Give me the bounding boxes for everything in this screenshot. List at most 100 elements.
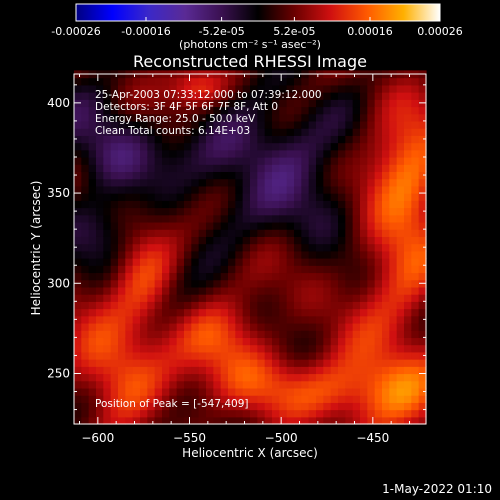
heatmap-cell (206, 250, 214, 259)
heatmap-cell (367, 164, 376, 173)
heatmap-cell (279, 243, 288, 252)
heatmap-cell (360, 279, 368, 288)
annotation-clean-counts: Clean Total counts: 6.14E+03 (95, 125, 251, 137)
heatmap-cell (162, 156, 170, 165)
heatmap-cell (308, 279, 317, 288)
heatmap-cell (169, 92, 178, 100)
heatmap-cell (110, 279, 119, 288)
heatmap-cell (198, 366, 207, 375)
heatmap-cell (220, 236, 229, 245)
heatmap-cell (88, 92, 97, 100)
heatmap-cell (279, 395, 288, 403)
heatmap-cell (184, 149, 192, 158)
heatmap-cell (345, 200, 354, 209)
heatmap-cell (404, 337, 412, 346)
heatmap-cell (330, 92, 339, 100)
heatmap-cell (411, 344, 420, 353)
heatmap-cell (191, 351, 200, 360)
heatmap-cell (286, 236, 295, 245)
heatmap-cell (404, 366, 412, 375)
heatmap-cell (404, 193, 412, 201)
heatmap-cell (418, 193, 427, 201)
heatmap-cell (367, 171, 376, 180)
heatmap-cell (154, 113, 163, 122)
heatmap-cell (389, 243, 398, 252)
heatmap-cell (257, 330, 266, 339)
heatmap-cell (389, 92, 398, 100)
heatmap-cell (257, 149, 266, 158)
heatmap-cell (316, 113, 324, 122)
heatmap-cell (169, 279, 178, 288)
heatmap-cell (352, 380, 361, 389)
heatmap-cell (294, 265, 302, 274)
heatmap-cell (125, 359, 134, 367)
heatmap-cell (103, 142, 112, 151)
heatmap-cell (88, 236, 97, 245)
heatmap-cell (264, 164, 273, 173)
heatmap-cell (154, 171, 163, 180)
heatmap-cell (323, 402, 332, 411)
heatmap-cell (235, 229, 244, 237)
heatmap-cell (374, 77, 383, 86)
heatmap-cell (140, 229, 148, 237)
heatmap-cell (169, 193, 178, 201)
heatmap-cell (411, 286, 420, 295)
heatmap-cell (389, 279, 398, 288)
heatmap-cell (382, 330, 390, 339)
heatmap-cell (235, 193, 244, 201)
heatmap-cell (418, 178, 427, 187)
heatmap-cell (88, 294, 97, 302)
heatmap-cell (96, 395, 104, 403)
heatmap-cell (418, 308, 427, 317)
heatmap-cell (286, 337, 295, 346)
heatmap-cell (81, 106, 90, 115)
heatmap-cell (125, 265, 134, 274)
heatmap-cell (191, 258, 200, 266)
heatmap-cell (272, 135, 280, 144)
heatmap-cell (323, 272, 332, 281)
heatmap-cell (360, 395, 368, 403)
heatmap-cell (103, 221, 112, 230)
heatmap-cell (140, 359, 148, 367)
heatmap-cell (132, 243, 141, 252)
heatmap-cell (345, 236, 354, 245)
heatmap-cell (294, 164, 302, 173)
heatmap-cell (235, 128, 244, 136)
heatmap-cell (147, 373, 156, 382)
heatmap-cell (81, 279, 90, 288)
heatmap-cell (308, 214, 317, 223)
heatmap-cell (154, 373, 163, 382)
heatmap-cell (125, 149, 134, 158)
heatmap-cell (294, 286, 302, 295)
heatmap-cell (206, 265, 214, 274)
heatmap-cell (198, 243, 207, 252)
heatmap-cell (242, 185, 251, 194)
heatmap-cell (242, 214, 251, 223)
heatmap-cell (242, 84, 251, 93)
heatmap-cell (374, 294, 383, 302)
heatmap-cell (74, 120, 82, 129)
heatmap-cell (294, 92, 302, 100)
heatmap-cell (272, 359, 280, 367)
heatmap-cell (294, 128, 302, 136)
heatmap-cell (176, 301, 185, 310)
heatmap-cell (330, 250, 339, 259)
heatmap-cell (286, 214, 295, 223)
heatmap-cell (286, 106, 295, 115)
heatmap-cell (191, 149, 200, 158)
heatmap-cell (132, 359, 141, 367)
heatmap-cell (374, 359, 383, 367)
heatmap-cell (184, 315, 192, 324)
heatmap-cell (154, 214, 163, 223)
heatmap-cell (338, 113, 346, 122)
heatmap-cell (367, 265, 376, 274)
heatmap-cell (154, 236, 163, 245)
heatmap-cell (176, 135, 185, 144)
heatmap-cell (198, 387, 207, 396)
heatmap-cell (242, 402, 251, 411)
heatmap-cell (418, 380, 427, 389)
heatmap-cell (147, 265, 156, 274)
heatmap-cell (308, 409, 317, 418)
heatmap-cell (330, 171, 339, 180)
heatmap-cell (118, 214, 126, 223)
